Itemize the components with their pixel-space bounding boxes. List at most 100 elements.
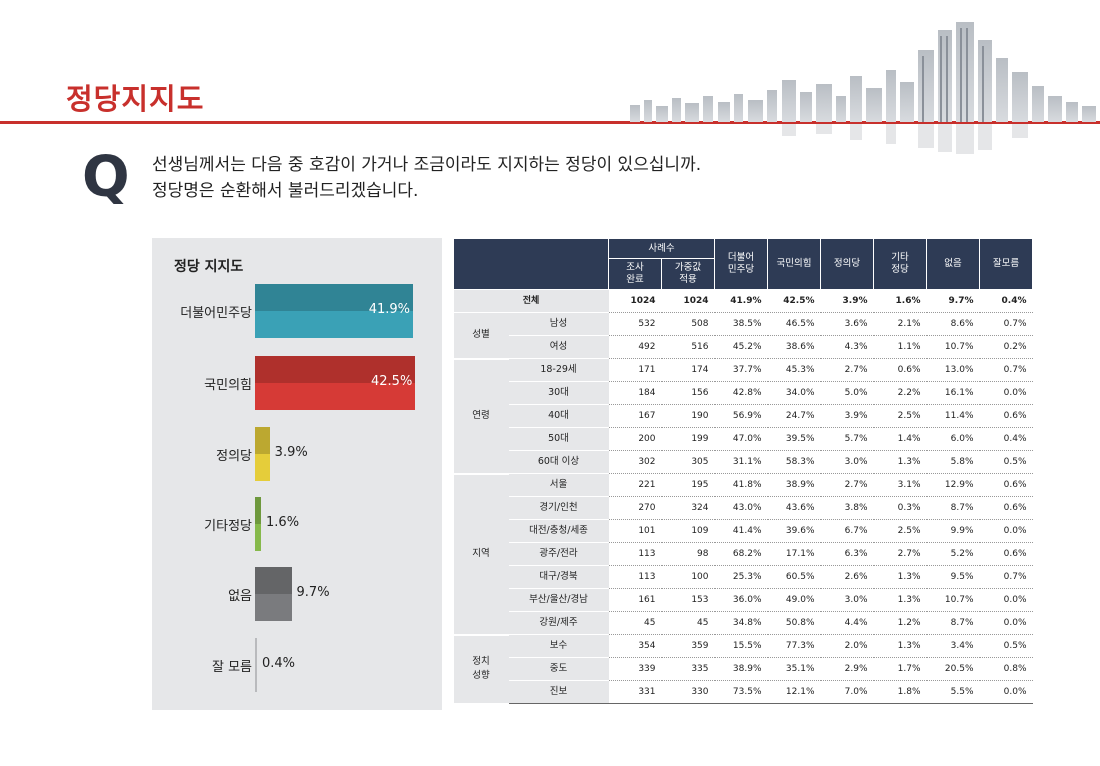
table-cell: 3.9% <box>820 404 874 428</box>
table-row: 지역 서울 221 195 41.8% 38.9% 2.7% 3.1% 12.9% 0.6% <box>453 473 1033 636</box>
bar-row: 기타정당 1.6% <box>152 497 442 551</box>
bar-category-label: 더불어민주당 <box>180 306 252 321</box>
table-cell: 38.5% <box>714 312 768 336</box>
table-cell: 2.7% <box>873 542 927 566</box>
table-cell: 2.0% <box>820 634 874 658</box>
row-label: 부산/울산/경남 <box>508 588 609 612</box>
table-cell: 0.6% <box>979 496 1033 520</box>
column-header: 정의당 <box>820 238 874 290</box>
table-cell: 11.4% <box>926 404 980 428</box>
table-cell: 73.5% <box>714 680 768 704</box>
question-mark-icon: Q <box>82 146 130 208</box>
table-cell: 0.0% <box>979 519 1033 543</box>
table-cell: 0.7% <box>979 358 1033 382</box>
table-cell: 42.8% <box>714 381 768 405</box>
table-cell: 167 <box>608 404 662 428</box>
table-row: 대전/충청/세종 101 109 41.4% 39.6% 6.7% 2.5% 9.9% 0.0% <box>454 519 1033 543</box>
table-cell: 3.0% <box>820 588 874 612</box>
row-label: 진보 <box>508 680 609 704</box>
bar <box>255 638 257 692</box>
bar-value-label: 3.9% <box>274 445 308 460</box>
table-cell: 8.7% <box>926 496 980 520</box>
table-cell: 8.7% <box>926 611 980 635</box>
row-label: 서울 <box>508 473 609 497</box>
table-cell: 0.0% <box>979 611 1033 635</box>
table-cell: 1.3% <box>873 450 927 474</box>
crosstab-table: 사례수 더불어 민주당 국민의힘 정의당 기타 정당 없음 잘모름 조사 완료 가중값 적용 전체 102… <box>453 238 1033 705</box>
table-cell: 3.9% <box>820 289 874 313</box>
table-cell: 34.8% <box>714 611 768 635</box>
table-cell: 0.7% <box>979 565 1033 589</box>
svg-text:Q: Q <box>82 146 130 208</box>
table-row: 40대 167 190 56.9% 24.7% 3.9% 2.5% 11.4% 0.6% <box>454 404 1033 428</box>
table-cell: 56.9% <box>714 404 768 428</box>
column-header: 더불어 민주당 <box>714 238 768 290</box>
city-skyline-reflection <box>782 124 1028 154</box>
table-cell: 354 <box>608 634 662 658</box>
question-text: 선생님께서는 다음 중 호감이 가거나 조금이라도 지지하는 정당이 있으십니까… <box>152 152 701 204</box>
table-cell: 0.5% <box>979 634 1033 658</box>
table-cell: 35.1% <box>767 657 821 681</box>
table-cell: 0.6% <box>979 473 1033 497</box>
bar-category-label: 정의당 <box>216 449 252 464</box>
table-cell: 58.3% <box>767 450 821 474</box>
group-label: 정치 성향 <box>453 634 509 705</box>
table-cell: 1.1% <box>873 335 927 359</box>
row-label: 경기/인천 <box>508 496 609 520</box>
table-cell: 38.9% <box>767 473 821 497</box>
table-cell: 38.6% <box>767 335 821 359</box>
table-cell: 77.3% <box>767 634 821 658</box>
bar <box>255 427 270 481</box>
table-row: 30대 184 156 42.8% 34.0% 5.0% 2.2% 16.1% 0.0% <box>454 381 1033 405</box>
table-cell: 37.7% <box>714 358 768 382</box>
table-cell: 3.8% <box>820 496 874 520</box>
bar-value-label: 42.5% <box>371 374 413 389</box>
table-row: 부산/울산/경남 161 153 36.0% 49.0% 3.0% 1.3% 10.7% 0.0… <box>454 588 1033 612</box>
row-label: 강원/제주 <box>508 611 609 635</box>
table-cell: 0.6% <box>979 404 1033 428</box>
table-cell: 305 <box>661 450 715 474</box>
table-cell: 7.0% <box>820 680 874 704</box>
table-row: 50대 200 199 47.0% 39.5% 5.7% 1.4% 6.0% 0.4% <box>454 427 1033 451</box>
table-cell: 0.2% <box>979 335 1033 359</box>
table-cell: 174 <box>661 358 715 382</box>
table-cell: 2.9% <box>820 657 874 681</box>
table-cell: 508 <box>661 312 715 336</box>
table-header-row: 사례수 더불어 민주당 국민의힘 정의당 기타 정당 없음 잘모름 <box>453 238 1033 290</box>
title-rule <box>0 121 1100 124</box>
row-label: 40대 <box>508 404 609 428</box>
table-cell: 200 <box>608 427 662 451</box>
table-cell: 1024 <box>608 289 662 313</box>
table-cell: 45.3% <box>767 358 821 382</box>
table-row-total: 전체 1024 1024 41.9% 42.5% 3.9% 1.6% 9.7% 0.4% <box>453 289 1033 313</box>
table-cell: 190 <box>661 404 715 428</box>
table-row: 대구/경북 113 100 25.3% 60.5% 2.6% 1.3% 9.5% 0.7% <box>454 565 1033 589</box>
table-cell: 43.6% <box>767 496 821 520</box>
row-label: 광주/전라 <box>508 542 609 566</box>
table-cell: 2.5% <box>873 404 927 428</box>
row-label: 30대 <box>508 381 609 405</box>
table-row: 정치 성향 보수 354 359 15.5% 77.3% 2.0% 1.3% 3.4% 0.5% <box>453 634 1033 705</box>
city-skyline-image <box>630 22 1096 122</box>
table-cell: 1.3% <box>873 565 927 589</box>
table-cell: 41.4% <box>714 519 768 543</box>
header-blank <box>453 238 609 290</box>
table-row: 연령 18-29세 171 174 37.7% 45.3% 2.7% 0.6% 13.0% 0.7… <box>453 358 1033 475</box>
table-cell: 100 <box>661 565 715 589</box>
table-cell: 1.3% <box>873 588 927 612</box>
page-title: 정당지지도 <box>66 82 205 116</box>
table-cell: 6.3% <box>820 542 874 566</box>
table-row: 60대 이상 302 305 31.1% 58.3% 3.0% 1.3% 5.8% 0.5% <box>454 450 1033 474</box>
table-cell: 45 <box>661 611 715 635</box>
table-cell: 3.4% <box>926 634 980 658</box>
table-row: 진보 331 330 73.5% 12.1% 7.0% 1.8% 5.5% 0.0% <box>454 680 1033 704</box>
table-cell: 199 <box>661 427 715 451</box>
table-cell: 39.6% <box>767 519 821 543</box>
table-cell: 8.6% <box>926 312 980 336</box>
table-cell: 46.5% <box>767 312 821 336</box>
group-label: 지역 <box>453 473 509 636</box>
table-cell: 38.9% <box>714 657 768 681</box>
table-row: 여성 492 516 45.2% 38.6% 4.3% 1.1% 10.7% 0.2% <box>454 335 1033 359</box>
table-cell: 31.1% <box>714 450 768 474</box>
table-cell: 156 <box>661 381 715 405</box>
